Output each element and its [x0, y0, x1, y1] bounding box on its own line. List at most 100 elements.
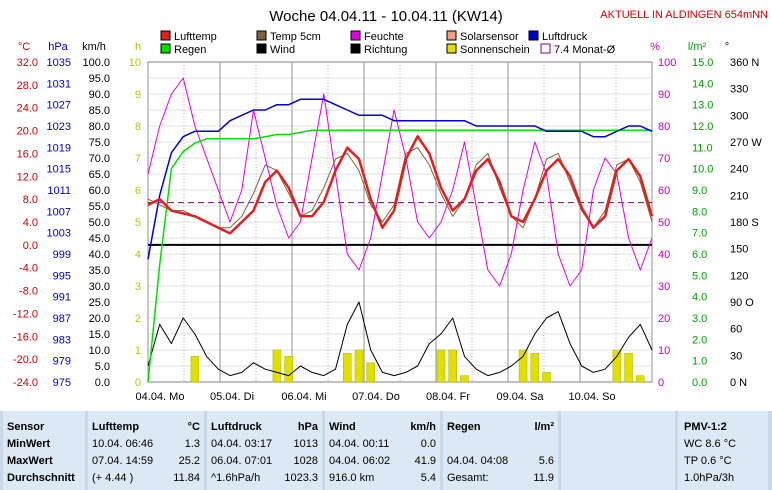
- luftdruck-min-time: 04.04. 03:17: [211, 438, 273, 450]
- axis-tick-label: 4.0: [692, 292, 707, 304]
- axis-tick-label: 28.0: [17, 80, 38, 92]
- wind-column: Wind km/h 04.04. 00:11 0.0 04.04. 06:02 …: [325, 411, 440, 490]
- lufttemp-trend: (+ 4.44 ): [92, 472, 134, 484]
- min-label: MinWert: [7, 438, 51, 450]
- axis-tick-label: 0: [658, 377, 664, 389]
- x-axis-label: 08.04. Fr: [426, 391, 470, 403]
- luftdruck-header: Luftdruck: [211, 421, 262, 433]
- sunshine-bar: [366, 362, 375, 383]
- legend-swatch: [540, 43, 551, 54]
- axis-tick-label: 20.0: [17, 126, 38, 138]
- axis-tick-label: 0 N: [730, 377, 747, 389]
- axis-tick-label: 10.0: [89, 345, 110, 357]
- legend-label: Richtung: [364, 44, 407, 56]
- lufttemp-max-time: 07.04. 14:59: [92, 455, 154, 467]
- series-temp5cm: [147, 147, 653, 229]
- luftdruck-column: Luftdruck hPa 04.04. 03:17 1013 06.04. 0…: [207, 411, 322, 490]
- wind-header: Wind: [329, 421, 356, 433]
- x-axis-label: 06.04. Mi: [281, 391, 326, 403]
- axis-tick-label: 150: [730, 244, 748, 256]
- x-axis-label: 10.04. So: [568, 391, 615, 403]
- axis-tick-label: 75.0: [89, 137, 110, 149]
- lufttemp-column: Lufttemp °C 10.04. 06:46 1.3 07.04. 14:5…: [88, 411, 204, 490]
- sensor-header: Sensor: [7, 421, 45, 433]
- legend-swatch: [160, 30, 171, 41]
- axis-tick-label: 0: [135, 377, 141, 389]
- sunshine-bar: [448, 349, 457, 383]
- series-luftdruck: [147, 98, 653, 260]
- sunshine-bar: [190, 356, 200, 383]
- regen-max-value: 5.6: [538, 455, 554, 467]
- axis-tick-label: 20: [658, 313, 670, 325]
- wind-min-value: 0.0: [420, 438, 436, 450]
- wind-distance: 916.0 km: [329, 472, 375, 484]
- axis-tick-label: -20.0: [13, 354, 38, 366]
- axis-tick-label: 975: [53, 377, 71, 389]
- max-label: MaxWert: [7, 455, 53, 467]
- axis-tick-label: 40: [658, 249, 670, 261]
- axis-tick-label: 1: [135, 345, 141, 357]
- axis-tick-label: 15.0: [89, 329, 110, 341]
- weather-chart: Woche 04.04.11 - 10.04.11 (KW14) AKTUELL …: [13, 8, 768, 403]
- axis-tick-label: 90 O: [730, 297, 754, 309]
- axis-tick-label: 5.0: [95, 361, 110, 373]
- axis-tick-label: 15.0: [692, 57, 713, 69]
- axis-tick-label: 6: [135, 185, 141, 197]
- pmv-column: PMV-1:2 WC 8.6 °C TP 0.6 °C 1.0hPa/3h: [678, 411, 768, 490]
- axis-tick-label: 1023: [47, 121, 71, 133]
- regen-unit: l/m²: [534, 421, 554, 433]
- axis-tick-label: 10: [658, 345, 670, 357]
- axis-unit-5: l/m²: [688, 41, 707, 53]
- legend-label: Lufttemp: [174, 31, 217, 43]
- legend-label: Sonnenschein: [460, 44, 530, 56]
- axis-tick-label: 240: [730, 164, 748, 176]
- axis-tick-label: 90.0: [89, 89, 110, 101]
- pmv-dewpoint: TP 0.6 °C: [684, 455, 732, 467]
- axis-tick-label: 70.0: [89, 153, 110, 165]
- axis-tick-label: 30.0: [89, 281, 110, 293]
- wind-min-time: 04.04. 00:11: [329, 438, 390, 450]
- pmv-windchill: WC 8.6 °C: [684, 438, 737, 450]
- legend-swatch: [160, 43, 171, 54]
- wind-avg-value: 5.4: [420, 472, 436, 484]
- axis-tick-label: 330: [730, 84, 748, 96]
- wind-max-value: 41.9: [414, 455, 436, 467]
- axis-tick-label: 70: [658, 153, 670, 165]
- lufttemp-header: Lufttemp: [92, 421, 140, 433]
- luftdruck-avg-value: 1023.3: [284, 472, 318, 484]
- series-lufttemp: [147, 135, 654, 235]
- axis-tick-label: 5.0: [692, 270, 707, 282]
- sunshine-bar: [272, 349, 282, 383]
- axis-tick-label: -16.0: [13, 331, 38, 343]
- axis-tick-label: 30: [730, 350, 742, 362]
- axis-tick-label: 6.0: [692, 249, 707, 261]
- sunshine-bar: [436, 349, 446, 383]
- axis-tick-label: 983: [53, 334, 71, 346]
- sensor-column: Sensor MinWert MaxWert Durchschnitt: [3, 411, 85, 490]
- axis-tick-label: 3: [135, 281, 141, 293]
- axis-tick-label: 2: [135, 313, 141, 325]
- axis-tick-label: 50: [658, 217, 670, 229]
- axis-tick-label: 35.0: [89, 265, 110, 277]
- axis-tick-label: -12.0: [13, 308, 38, 320]
- legend-swatch: [528, 30, 539, 41]
- avg-label: Durchschnitt: [7, 472, 75, 484]
- axis-tick-label: 12.0: [17, 171, 38, 183]
- luftdruck-trend: ^1.6hPa/h: [211, 472, 261, 484]
- sunshine-bar: [343, 352, 352, 383]
- sunshine-bar: [460, 375, 469, 383]
- axis-tick-label: 0.0: [95, 377, 110, 389]
- axis-unit-3: h: [135, 41, 141, 53]
- axis-tick-label: 991: [53, 292, 71, 304]
- axis-tick-label: 40.0: [89, 249, 110, 261]
- axis-tick-label: 80.0: [89, 121, 110, 133]
- axis-tick-label: 2.0: [692, 334, 707, 346]
- pmv-header: PMV-1:2: [684, 421, 727, 433]
- axis-unit-6: °: [725, 41, 729, 53]
- wind-unit: km/h: [410, 421, 436, 433]
- axis-tick-label: 0.0: [692, 377, 707, 389]
- sunshine-bar: [530, 352, 540, 383]
- legend-swatch: [446, 43, 457, 54]
- axis-tick-label: 8.0: [23, 194, 38, 206]
- x-axis-label: 05.04. Di: [210, 391, 254, 403]
